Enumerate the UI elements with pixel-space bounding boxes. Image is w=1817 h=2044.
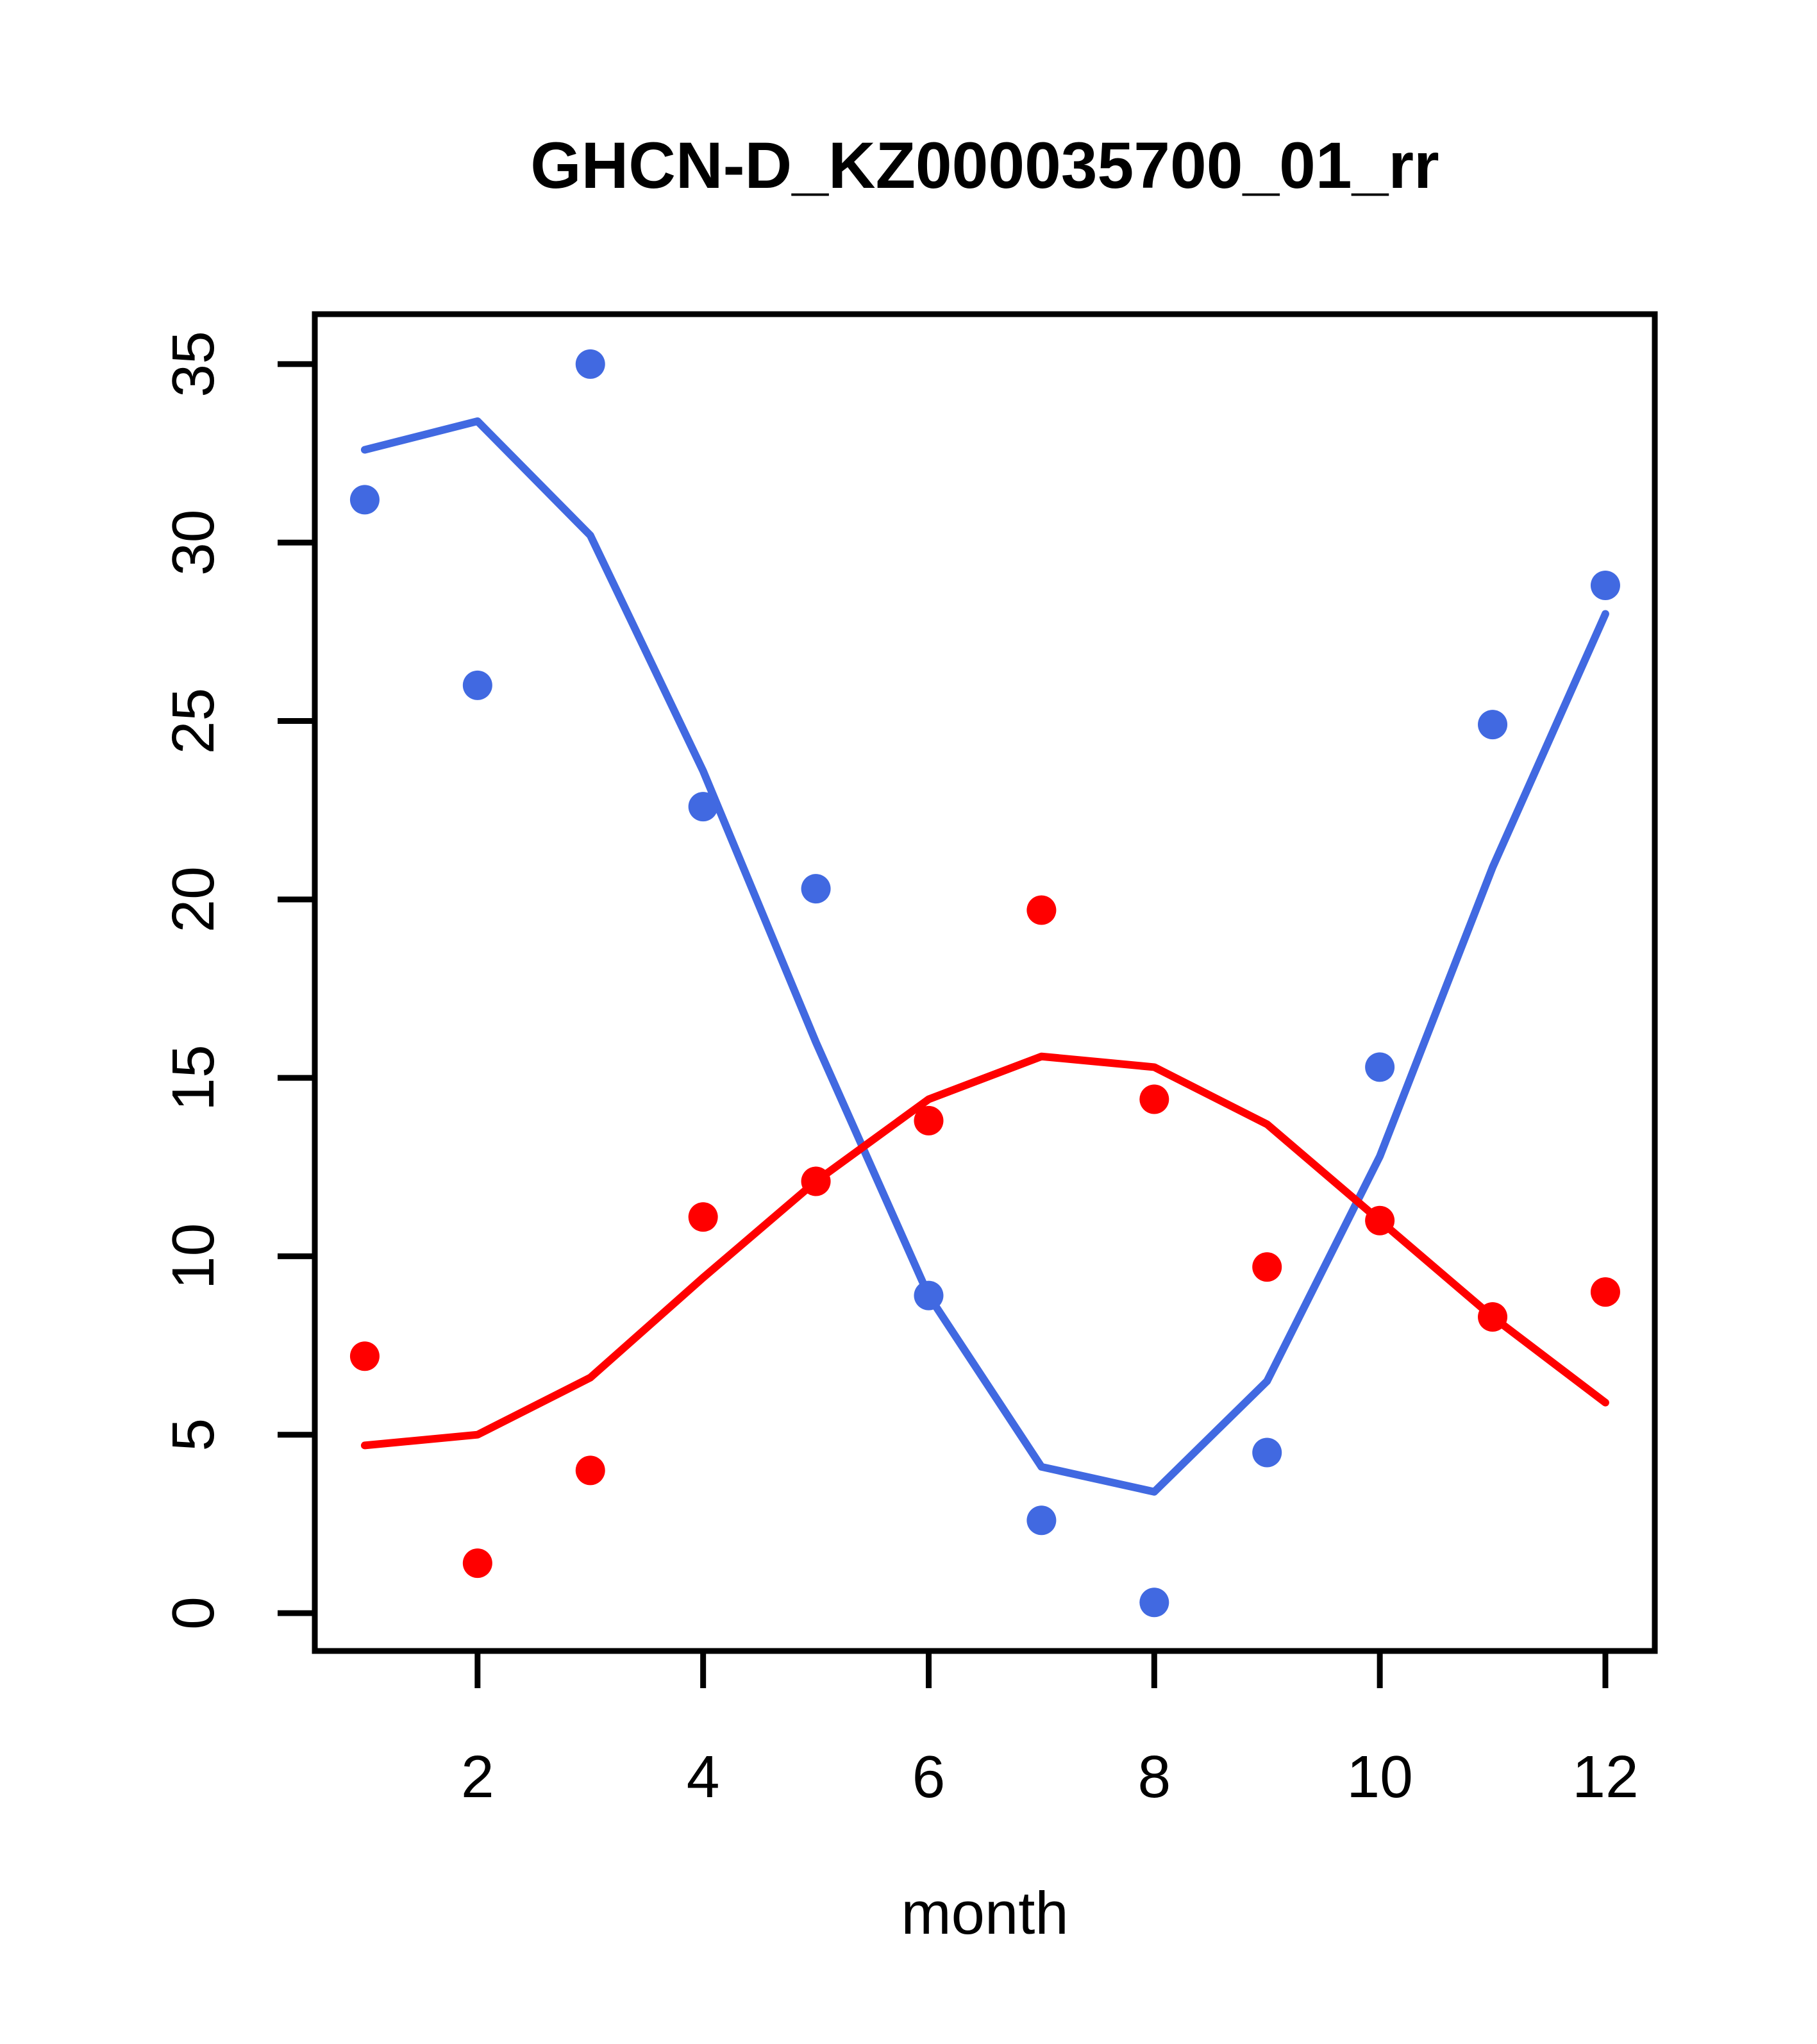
y-tick-label: 35 (160, 331, 226, 397)
red-monthly-point (801, 1166, 831, 1196)
red-monthly-point (1478, 1302, 1508, 1332)
blue-monthly-point (1365, 1052, 1395, 1082)
blue-monthly-point (1026, 1505, 1057, 1536)
y-tick-label: 5 (160, 1418, 226, 1452)
red-monthly-point (575, 1455, 605, 1486)
y-tick-label: 10 (160, 1223, 226, 1289)
blue-monthly-point (462, 670, 492, 700)
red-monthly-point (1590, 1277, 1620, 1307)
red-monthly-point (1139, 1084, 1169, 1114)
plot-box (312, 311, 1658, 1654)
y-tick-label: 15 (160, 1044, 226, 1110)
blue-monthly-point (1252, 1437, 1282, 1468)
x-tick-label: 4 (687, 1743, 720, 1810)
blue-monthly-point (1139, 1587, 1169, 1618)
red-monthly-point (688, 1202, 718, 1232)
y-tick-label: 25 (160, 688, 226, 754)
red-smooth-line (360, 1052, 1609, 1450)
red-monthly-point (1026, 895, 1057, 925)
red-monthly-point (1252, 1252, 1282, 1282)
red-monthly-point (349, 1341, 380, 1371)
red-monthly-point (914, 1105, 944, 1135)
blue-monthly-point (575, 349, 605, 379)
x-tick-label: 8 (1137, 1743, 1171, 1810)
x-axis-title: month (901, 1879, 1069, 1947)
x-tick-label: 2 (461, 1743, 494, 1810)
y-tick-label: 30 (160, 509, 226, 575)
chart-title: GHCN-D_KZ000035700_01_rr (530, 129, 1439, 202)
blue-monthly-point (1478, 710, 1508, 740)
y-tick-label: 0 (160, 1596, 226, 1630)
x-tick-label: 10 (1346, 1743, 1412, 1810)
x-tick-label: 6 (912, 1743, 946, 1810)
red-monthly-point (462, 1548, 492, 1579)
red-monthly-point (1365, 1205, 1395, 1236)
blue-monthly-point (914, 1280, 944, 1311)
blue-monthly-point (349, 485, 380, 515)
blue-monthly-point (688, 792, 718, 822)
blue-monthly-point (1590, 571, 1620, 601)
y-tick-label: 20 (160, 866, 226, 932)
blue-smooth-line (360, 417, 1609, 1496)
x-tick-label: 12 (1572, 1743, 1638, 1810)
blue-monthly-point (801, 874, 831, 904)
